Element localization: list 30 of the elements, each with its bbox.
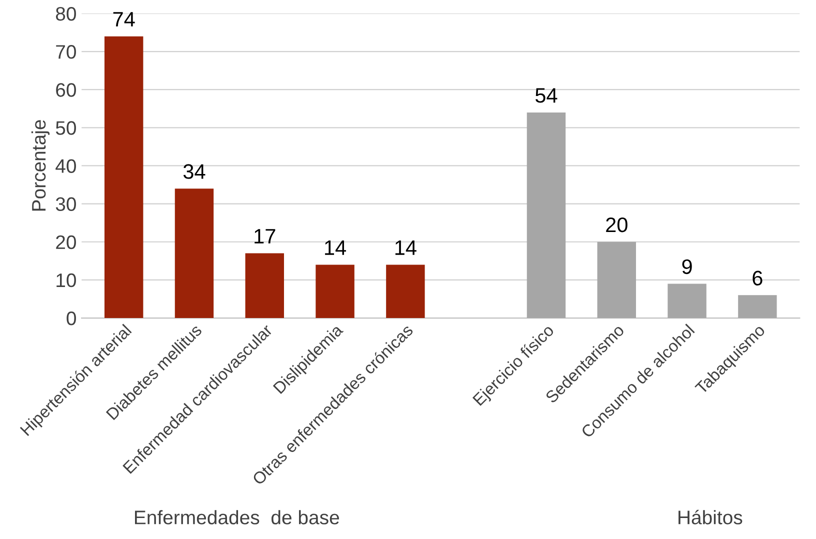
y-tick-label: 20	[56, 235, 76, 250]
y-tick-label: 30	[56, 197, 76, 212]
y-tick-label: 70	[56, 45, 76, 59]
text: Hábitos	[678, 510, 742, 524]
bar	[668, 284, 706, 318]
bar	[104, 36, 144, 318]
y-tick-label: 40	[56, 159, 76, 173]
y-tick-label: 0	[66, 311, 76, 326]
data-label: 6	[752, 270, 762, 286]
data-label: 14	[395, 240, 416, 255]
data-label: 34	[183, 164, 206, 179]
data-label: 20	[606, 217, 628, 232]
text: Enfermedades de base	[135, 510, 340, 524]
bar	[316, 264, 354, 318]
bar	[526, 112, 566, 318]
bar	[386, 264, 425, 318]
bar	[245, 253, 284, 318]
data-label: 17	[254, 229, 276, 244]
data-label: 74	[113, 12, 135, 26]
data-label: 9	[682, 259, 692, 274]
bar	[174, 188, 214, 318]
data-label: 54	[535, 88, 558, 103]
y-tick-label: 50	[56, 121, 76, 135]
bar	[597, 242, 636, 318]
data-label: 14	[325, 240, 346, 255]
y-tick-label: 80	[56, 6, 76, 21]
y-axis-title: Porcentaje	[31, 120, 50, 211]
y-tick-label: 60	[56, 83, 76, 97]
y-tick-label: 10	[56, 273, 76, 288]
bar	[738, 295, 777, 318]
